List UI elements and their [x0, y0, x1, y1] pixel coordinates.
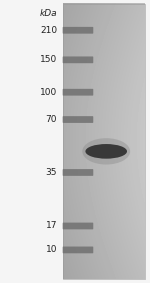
FancyBboxPatch shape [63, 27, 93, 34]
Text: 35: 35 [46, 168, 57, 177]
FancyBboxPatch shape [63, 89, 93, 96]
FancyBboxPatch shape [63, 223, 93, 229]
Text: 70: 70 [46, 115, 57, 124]
Text: 100: 100 [40, 88, 57, 97]
Ellipse shape [82, 138, 130, 164]
Text: 10: 10 [46, 245, 57, 254]
FancyBboxPatch shape [63, 169, 93, 176]
Text: 17: 17 [46, 222, 57, 230]
Text: 150: 150 [40, 55, 57, 64]
Text: kDa: kDa [40, 9, 57, 18]
FancyBboxPatch shape [63, 116, 93, 123]
FancyBboxPatch shape [63, 56, 93, 63]
Ellipse shape [85, 144, 127, 159]
Bar [63, 3, 145, 280]
FancyBboxPatch shape [63, 246, 93, 253]
Text: 210: 210 [40, 26, 57, 35]
